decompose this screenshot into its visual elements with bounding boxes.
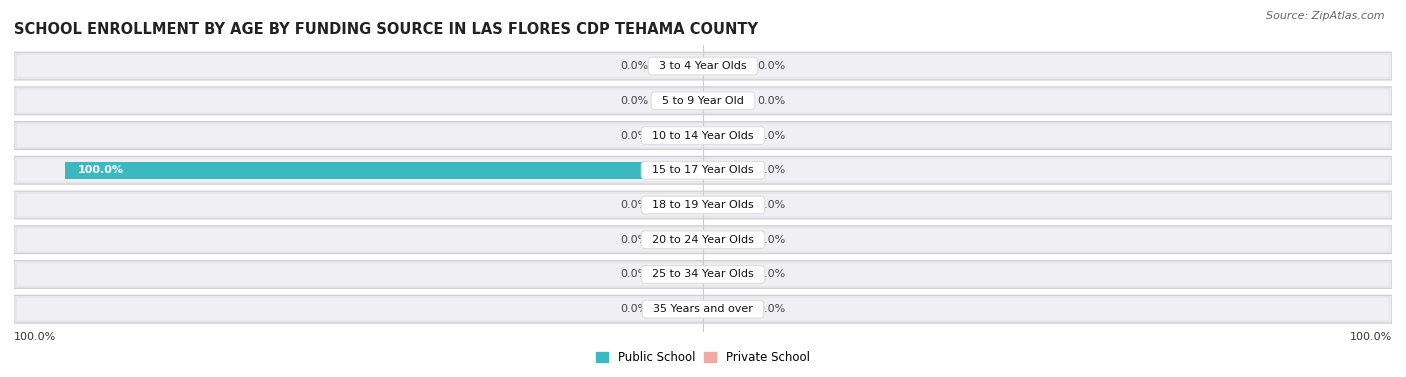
Text: 3 to 4 Year Olds: 3 to 4 Year Olds	[652, 61, 754, 71]
Bar	[658, 92, 703, 109]
Bar	[658, 231, 703, 248]
Text: 100.0%: 100.0%	[1350, 332, 1392, 342]
Text: 5 to 9 Year Old: 5 to 9 Year Old	[655, 96, 751, 106]
Bar	[703, 231, 748, 248]
Text: 0.0%: 0.0%	[620, 235, 648, 245]
FancyBboxPatch shape	[17, 124, 1389, 147]
Bar	[703, 162, 748, 179]
Text: 0.0%: 0.0%	[758, 61, 786, 71]
Bar	[65, 162, 703, 179]
FancyBboxPatch shape	[14, 295, 1392, 323]
Text: 20 to 24 Year Olds: 20 to 24 Year Olds	[645, 235, 761, 245]
FancyBboxPatch shape	[17, 90, 1389, 112]
FancyBboxPatch shape	[14, 122, 1392, 149]
Text: 0.0%: 0.0%	[620, 304, 648, 314]
Bar	[658, 300, 703, 318]
Text: SCHOOL ENROLLMENT BY AGE BY FUNDING SOURCE IN LAS FLORES CDP TEHAMA COUNTY: SCHOOL ENROLLMENT BY AGE BY FUNDING SOUR…	[14, 22, 758, 37]
Text: 100.0%: 100.0%	[77, 165, 124, 175]
Bar	[703, 266, 748, 283]
FancyBboxPatch shape	[14, 226, 1392, 254]
Bar	[658, 196, 703, 214]
Text: 18 to 19 Year Olds: 18 to 19 Year Olds	[645, 200, 761, 210]
Text: 25 to 34 Year Olds: 25 to 34 Year Olds	[645, 270, 761, 279]
FancyBboxPatch shape	[14, 261, 1392, 288]
Text: 10 to 14 Year Olds: 10 to 14 Year Olds	[645, 130, 761, 141]
FancyBboxPatch shape	[17, 159, 1389, 181]
Text: 0.0%: 0.0%	[758, 270, 786, 279]
Bar	[703, 300, 748, 318]
Bar	[703, 196, 748, 214]
Text: 0.0%: 0.0%	[758, 200, 786, 210]
Text: 0.0%: 0.0%	[758, 165, 786, 175]
Text: 0.0%: 0.0%	[758, 304, 786, 314]
FancyBboxPatch shape	[14, 191, 1392, 219]
Text: Source: ZipAtlas.com: Source: ZipAtlas.com	[1267, 11, 1385, 21]
Text: 0.0%: 0.0%	[758, 130, 786, 141]
Text: 100.0%: 100.0%	[14, 332, 56, 342]
Bar	[658, 266, 703, 283]
FancyBboxPatch shape	[17, 264, 1389, 285]
Text: 15 to 17 Year Olds: 15 to 17 Year Olds	[645, 165, 761, 175]
Bar	[658, 57, 703, 75]
FancyBboxPatch shape	[17, 55, 1389, 77]
Text: 0.0%: 0.0%	[758, 235, 786, 245]
FancyBboxPatch shape	[17, 194, 1389, 216]
Bar	[703, 92, 748, 109]
Text: 0.0%: 0.0%	[620, 61, 648, 71]
Bar	[703, 127, 748, 144]
Bar	[703, 57, 748, 75]
FancyBboxPatch shape	[17, 228, 1389, 251]
Text: 0.0%: 0.0%	[620, 200, 648, 210]
Text: 0.0%: 0.0%	[620, 96, 648, 106]
FancyBboxPatch shape	[14, 52, 1392, 80]
Text: 0.0%: 0.0%	[758, 96, 786, 106]
Text: 0.0%: 0.0%	[620, 270, 648, 279]
FancyBboxPatch shape	[14, 87, 1392, 115]
FancyBboxPatch shape	[14, 156, 1392, 184]
Legend: Public School, Private School: Public School, Private School	[592, 346, 814, 369]
FancyBboxPatch shape	[17, 298, 1389, 320]
Text: 0.0%: 0.0%	[620, 130, 648, 141]
Text: 35 Years and over: 35 Years and over	[647, 304, 759, 314]
Bar	[658, 127, 703, 144]
